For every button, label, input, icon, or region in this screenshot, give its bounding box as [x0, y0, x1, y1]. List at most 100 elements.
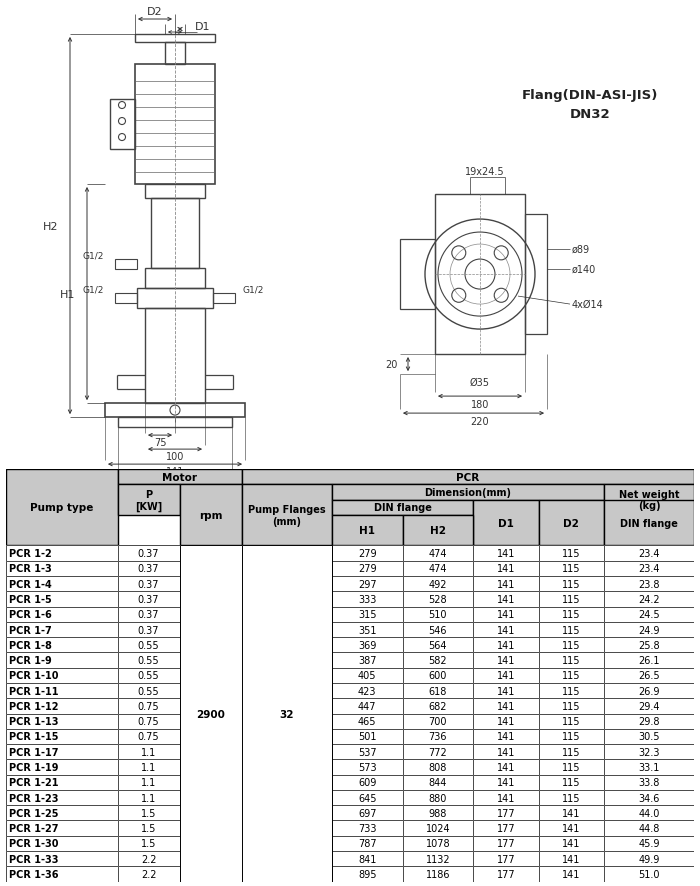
Bar: [179, 835, 242, 851]
Bar: [538, 835, 604, 851]
Bar: [402, 622, 473, 637]
Bar: [118, 698, 179, 714]
Bar: [402, 744, 473, 759]
Bar: [6, 470, 118, 546]
Text: 49.9: 49.9: [638, 854, 660, 864]
Bar: [604, 790, 694, 805]
Bar: [402, 698, 473, 714]
Bar: [473, 698, 538, 714]
Bar: [604, 867, 694, 882]
Text: 34.6: 34.6: [638, 793, 660, 803]
Bar: [118, 698, 179, 714]
Bar: [179, 637, 242, 653]
Bar: [402, 622, 473, 637]
Bar: [473, 653, 538, 668]
Text: G1/2: G1/2: [83, 252, 104, 260]
Bar: [118, 683, 179, 698]
Bar: [118, 592, 179, 607]
Bar: [473, 851, 538, 867]
Bar: [473, 668, 538, 683]
Bar: [6, 653, 118, 668]
Text: 177: 177: [496, 869, 515, 879]
Bar: [402, 805, 473, 820]
Text: 115: 115: [562, 762, 580, 772]
Bar: [241, 668, 332, 683]
Bar: [332, 790, 402, 805]
Text: 29.4: 29.4: [638, 701, 660, 711]
Text: 528: 528: [428, 595, 447, 604]
Text: 115: 115: [562, 610, 580, 619]
Bar: [332, 637, 402, 653]
Text: 141: 141: [497, 595, 515, 604]
Text: 33.8: 33.8: [638, 777, 660, 788]
Bar: [538, 790, 604, 805]
Bar: [473, 561, 538, 577]
Bar: [241, 485, 332, 546]
Text: 44.8: 44.8: [638, 823, 660, 833]
Bar: [6, 835, 118, 851]
Bar: [538, 500, 604, 546]
Bar: [137, 289, 213, 308]
Text: 141: 141: [497, 625, 515, 634]
Text: 44.0: 44.0: [638, 808, 660, 818]
Bar: [241, 759, 332, 774]
Bar: [118, 561, 179, 577]
Text: 787: 787: [358, 838, 377, 849]
Bar: [473, 500, 538, 546]
Bar: [538, 683, 604, 698]
Bar: [179, 592, 242, 607]
Bar: [473, 637, 538, 653]
Bar: [145, 308, 205, 404]
Bar: [241, 714, 332, 729]
Bar: [179, 805, 242, 820]
Bar: [135, 65, 215, 185]
Bar: [332, 500, 473, 516]
Bar: [118, 729, 179, 744]
Bar: [604, 592, 694, 607]
Bar: [241, 729, 332, 744]
Bar: [604, 820, 694, 835]
Text: Ø35: Ø35: [470, 377, 490, 388]
Text: 141: 141: [497, 777, 515, 788]
Text: 387: 387: [358, 656, 377, 665]
Bar: [604, 867, 694, 882]
Bar: [332, 835, 402, 851]
Bar: [241, 561, 332, 577]
Bar: [241, 622, 332, 637]
Bar: [6, 759, 118, 774]
Text: 115: 115: [562, 563, 580, 574]
Bar: [118, 470, 242, 485]
Bar: [6, 546, 118, 561]
Text: 1132: 1132: [426, 854, 450, 864]
Bar: [6, 668, 118, 683]
Bar: [604, 653, 694, 668]
Text: 0.55: 0.55: [138, 656, 160, 665]
Text: 250: 250: [166, 482, 184, 492]
Bar: [6, 683, 118, 698]
Bar: [402, 729, 473, 744]
Bar: [179, 790, 242, 805]
Bar: [604, 714, 694, 729]
Bar: [241, 607, 332, 622]
Text: 19x24.5: 19x24.5: [466, 167, 505, 177]
Bar: [435, 195, 525, 354]
Text: 33.1: 33.1: [638, 762, 660, 772]
Bar: [473, 744, 538, 759]
Bar: [179, 867, 242, 882]
Bar: [402, 759, 473, 774]
Bar: [6, 637, 118, 653]
Bar: [538, 561, 604, 577]
Bar: [118, 820, 179, 835]
Bar: [6, 820, 118, 835]
Bar: [402, 592, 473, 607]
Bar: [179, 592, 242, 607]
Bar: [473, 729, 538, 744]
Bar: [118, 805, 179, 820]
Bar: [402, 698, 473, 714]
Bar: [604, 485, 694, 516]
Bar: [6, 470, 118, 546]
Text: 141: 141: [497, 747, 515, 757]
Bar: [213, 294, 235, 304]
Text: 115: 115: [562, 640, 580, 650]
Text: 141: 141: [562, 808, 580, 818]
